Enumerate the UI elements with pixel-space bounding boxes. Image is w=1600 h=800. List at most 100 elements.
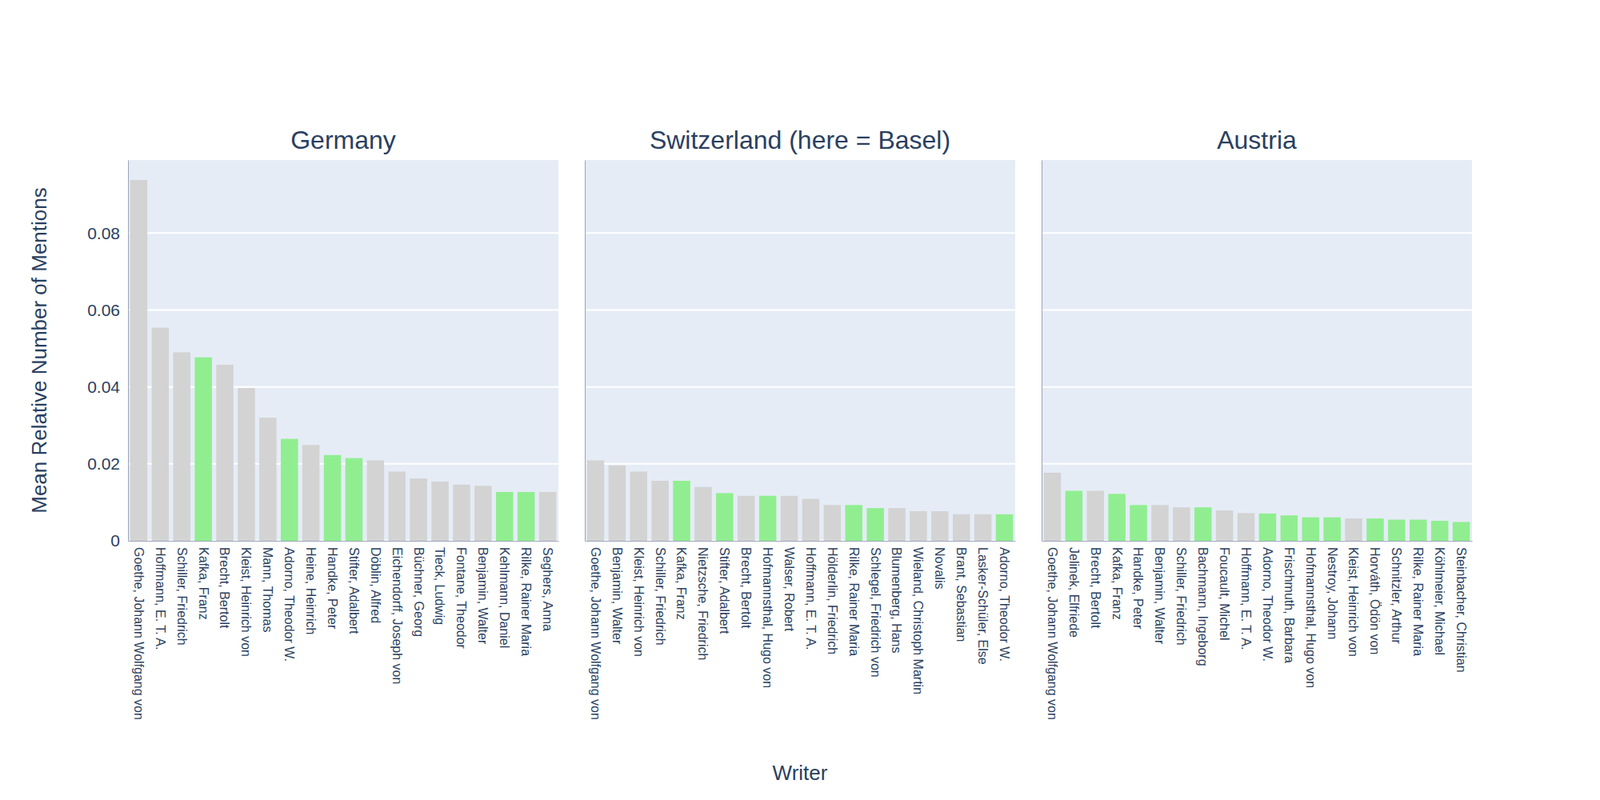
bar	[130, 180, 148, 541]
tick-label: Lasker-Schüler, Else	[976, 547, 990, 665]
grid-line	[128, 463, 559, 465]
tick: Adorno, Theodor W.	[1260, 540, 1275, 662]
chart: 00.020.040.060.08Goethe, Johann Wolfgang…	[0, 0, 1600, 800]
bar	[866, 508, 884, 541]
tick: 0	[110, 531, 128, 550]
tick-label: Kehlmann, Daniel	[497, 547, 512, 648]
tick-label: Brecht, Bertolt	[217, 547, 232, 629]
bar	[474, 485, 492, 541]
x-axis-title: Writer	[772, 760, 828, 785]
bar	[324, 455, 342, 541]
bar	[1388, 520, 1406, 541]
tick: Brecht, Bertolt	[217, 540, 232, 629]
tick: Frischmuth, Barbara	[1282, 540, 1296, 664]
tick: Foucault, Michel	[1217, 540, 1232, 641]
tick: Kleist, Heinrich von	[632, 540, 646, 657]
tick: Wieland, Christoph Martin	[911, 540, 925, 695]
tick: Adorno, Theodor W.	[997, 540, 1012, 662]
tick: Bachmann, Ingeborg	[1196, 540, 1210, 667]
tick-label: Handke, Peter	[325, 547, 340, 630]
tick: Köhlmeier, Michael	[1432, 540, 1447, 656]
tick-label: Jelinek, Elfriede	[1067, 547, 1081, 638]
tick: Kafka, Franz	[674, 540, 688, 620]
grid-line	[1041, 540, 1472, 542]
tick-label: Döblin, Alfred	[368, 547, 383, 624]
axis-line	[585, 540, 1016, 542]
tick-label: Blumenberg, Hans	[889, 547, 904, 654]
tick-label: Tieck, Ludwig	[432, 547, 447, 625]
bar	[737, 496, 756, 541]
tick: Goethe, Johann Wolfgang von	[132, 540, 146, 720]
bar	[672, 480, 691, 541]
tick-label: 0.08	[87, 224, 120, 243]
tick-label: Kafka, Franz	[1110, 547, 1124, 620]
tick: Tieck, Ludwig	[432, 540, 447, 625]
tick-label: Adorno, Theodor W.	[282, 547, 296, 662]
bar	[1431, 520, 1449, 541]
tick-label: Seghers, Anna	[540, 547, 555, 632]
grid	[584, 232, 1016, 541]
tick: Rilke, Rainer Maria	[847, 540, 861, 656]
bar	[1108, 493, 1126, 541]
bar	[1129, 504, 1148, 541]
tick: Kleist, Heinrich von	[239, 540, 253, 657]
bar	[216, 364, 234, 541]
bar	[152, 328, 170, 541]
bar	[1323, 517, 1341, 541]
grid-line	[584, 463, 1016, 465]
y-axis	[1041, 160, 1044, 542]
grid-line	[584, 309, 1016, 312]
tick-label: Schiller, Friedrich	[653, 547, 668, 646]
grid-line	[128, 386, 559, 388]
tick: Brecht, Bertolt	[739, 540, 753, 629]
tick-label: Kleist, Heinrich von	[1346, 547, 1360, 657]
bar	[1452, 521, 1471, 541]
tick-label: Goethe, Johann Wolfgang von	[132, 547, 146, 720]
tick: Schnitzler, Arthur	[1389, 540, 1404, 645]
tick: Walser, Robert	[782, 540, 796, 632]
panel: 00.020.040.060.08Goethe, Johann Wolfgang…	[87, 125, 559, 720]
tick: Stifter, Adalbert	[717, 540, 732, 635]
bar	[194, 357, 212, 541]
tick-label: Goethe, Johann Wolfgang von	[588, 547, 603, 720]
subplot-title: Germany	[290, 125, 396, 155]
grid-line	[1041, 386, 1472, 388]
tick-label: Mann, Thomas	[260, 547, 275, 632]
bar	[517, 492, 536, 541]
bar	[974, 514, 992, 541]
tick: Schiller, Friedrich	[653, 540, 668, 646]
tick-label: Köhlmeier, Michael	[1432, 547, 1447, 656]
tick: Jelinek, Elfriede	[1067, 540, 1081, 638]
tick: Benjamin, Walter	[476, 540, 490, 645]
tick-label: Adorno, Theodor W.	[1260, 547, 1275, 662]
tick-label: Heine, Heinrich	[304, 547, 318, 635]
tick-label: Kleist, Heinrich von	[239, 547, 253, 657]
bar	[1194, 507, 1212, 541]
tick-label: Hoffmann, E. T. A.	[804, 547, 818, 650]
tick-label: Hofmannsthal, Hugo von	[1304, 547, 1318, 688]
tick-label: Frischmuth, Barbara	[1282, 547, 1296, 664]
bar	[694, 487, 712, 541]
tick-label: Nestroy, Johann	[1325, 547, 1340, 640]
tick: Rilke, Rainer Maria	[519, 540, 533, 656]
tick-label: 0	[110, 531, 120, 550]
tick: Kehlmann, Daniel	[497, 540, 512, 648]
bar	[1344, 518, 1363, 541]
tick-label: Brant, Sebastian	[954, 547, 968, 642]
bar	[1044, 472, 1062, 541]
grid-line	[584, 232, 1016, 234]
tick-label: 0.02	[87, 454, 120, 473]
tick: Brant, Sebastian	[954, 540, 968, 642]
bars	[130, 180, 557, 541]
tick: Nietzsche, Friedrich	[696, 540, 710, 660]
tick: Fontane, Theodor	[454, 540, 468, 650]
bar	[1366, 518, 1384, 541]
tick: Nestroy, Johann	[1325, 540, 1340, 640]
tick-label: Hofmannsthal, Hugo von	[760, 547, 775, 688]
tick-label: Novalis	[932, 547, 947, 589]
tick-label: Handke, Peter	[1131, 547, 1145, 630]
tick-label: Walser, Robert	[782, 547, 796, 632]
tick: Benjamin, Walter	[610, 540, 624, 645]
bar	[587, 460, 605, 541]
tick: Eichendorff, Joseph von	[390, 540, 404, 684]
